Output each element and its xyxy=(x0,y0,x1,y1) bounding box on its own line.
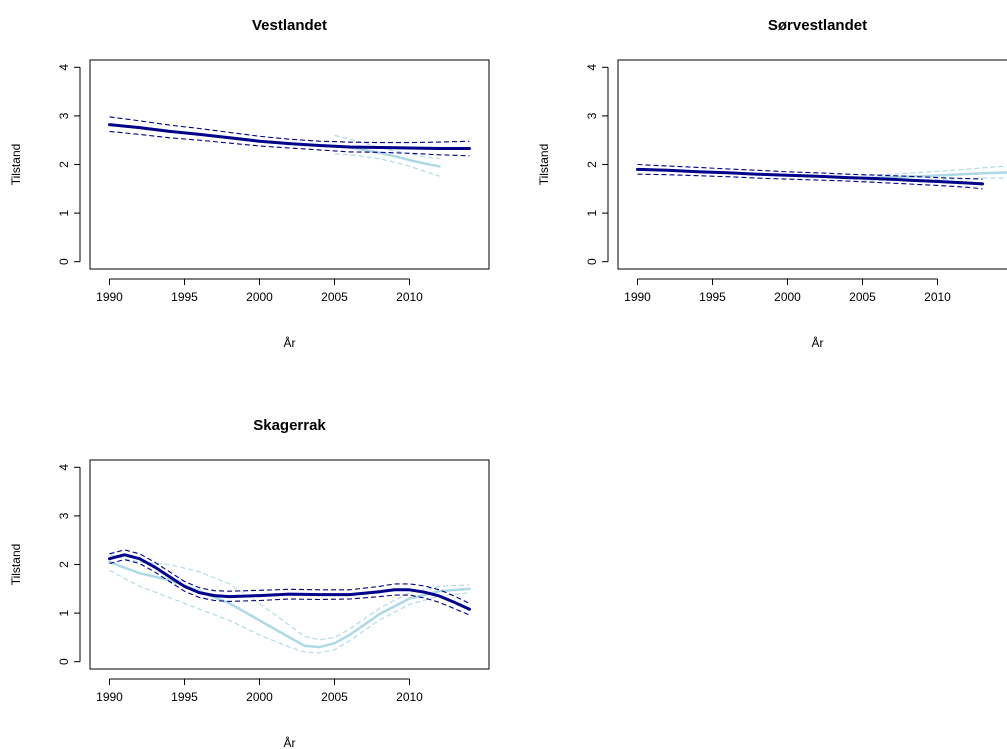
series-line-trend-lower xyxy=(637,173,983,190)
y-tick-label: 4 xyxy=(57,64,71,71)
y-tick-label: 2 xyxy=(585,161,599,168)
x-tick-label: 2000 xyxy=(246,290,273,304)
plot-frame xyxy=(89,59,490,270)
series-line-trend-upper xyxy=(109,549,470,604)
x-tick-label: 1990 xyxy=(624,290,651,304)
series-line-recent-upper xyxy=(334,134,440,160)
x-tick-label: 2005 xyxy=(321,690,348,704)
series-line-trend xyxy=(636,167,984,186)
chart-title: Vestlandet xyxy=(252,17,327,34)
series-line-recent xyxy=(861,171,1007,180)
y-tick-label: 4 xyxy=(585,64,599,71)
series-line-trend xyxy=(108,123,471,150)
series-line-trend-upper xyxy=(637,163,983,180)
series-group xyxy=(108,549,471,654)
panel-1: Vestlandet 1990 1995 2000 2005 2010 År 0 1 2 3 4 Til… xyxy=(9,17,490,350)
y-axis-label: Tilstand xyxy=(537,144,551,186)
y-tick-label: 3 xyxy=(585,112,599,119)
y-tick-label: 0 xyxy=(57,658,71,665)
x-tick-label: 1990 xyxy=(96,690,123,704)
y-tick-label: 0 xyxy=(585,258,599,265)
series-line-trend xyxy=(108,553,471,611)
x-tick-label: 2005 xyxy=(849,290,876,304)
series-line-recent-lower xyxy=(109,569,470,654)
series-group xyxy=(636,163,1007,190)
x-tick-label: 1995 xyxy=(699,290,726,304)
y-axis-label: Tilstand xyxy=(9,144,23,186)
x-axis-label: År xyxy=(284,735,296,749)
panel-2: Sørvestlandet 1990 1995 2000 2005 2010 År 0 1 2 3 4… xyxy=(537,17,1007,350)
chart-title: Sørvestlandet xyxy=(768,17,867,34)
x-axis-label: År xyxy=(284,335,296,350)
series-group xyxy=(108,116,471,177)
x-tick-label: 2010 xyxy=(396,690,423,704)
x-tick-label: 2000 xyxy=(246,690,273,704)
series-line-trend-lower xyxy=(109,130,470,157)
plot-frame xyxy=(617,59,1007,270)
series-line-recent xyxy=(108,560,471,649)
y-tick-label: 1 xyxy=(585,209,599,216)
x-tick-label: 1990 xyxy=(96,290,123,304)
y-tick-label: 4 xyxy=(57,464,71,471)
plot-frame xyxy=(89,459,490,670)
y-tick-label: 0 xyxy=(57,258,71,265)
y-tick-label: 1 xyxy=(57,609,71,616)
series-line-trend-lower xyxy=(109,559,470,616)
x-tick-label: 2005 xyxy=(321,290,348,304)
x-tick-label: 2000 xyxy=(774,290,801,304)
series-line-recent-lower xyxy=(334,153,440,177)
series-line-trend-upper xyxy=(109,116,470,144)
y-tick-label: 2 xyxy=(57,561,71,568)
y-tick-label: 2 xyxy=(57,161,71,168)
series-line-recent-upper xyxy=(109,554,470,641)
chart-title: Skagerrak xyxy=(253,417,326,434)
x-tick-label: 2010 xyxy=(396,290,423,304)
y-tick-label: 3 xyxy=(57,512,71,519)
y-tick-label: 3 xyxy=(57,112,71,119)
panel-3: Skagerrak 1990 1995 2000 2005 2010 År 0 1 2 3 4 Tils… xyxy=(9,417,490,749)
y-axis-label: Tilstand xyxy=(9,544,23,586)
y-tick-label: 1 xyxy=(57,209,71,216)
series-line-recent-upper xyxy=(862,165,1007,176)
x-tick-label: 1995 xyxy=(171,290,198,304)
x-axis-label: År xyxy=(812,335,824,350)
x-tick-label: 2010 xyxy=(924,290,951,304)
x-tick-label: 1995 xyxy=(171,690,198,704)
